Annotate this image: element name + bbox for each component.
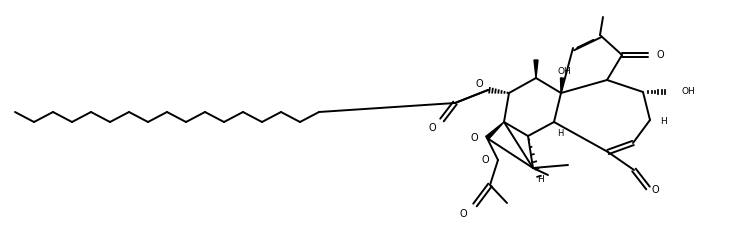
Text: O: O [475,79,483,89]
Text: O: O [657,50,664,60]
Text: OH: OH [681,87,695,97]
Text: H: H [557,129,563,138]
Text: O: O [651,185,659,195]
Text: O: O [470,133,478,143]
Text: O: O [428,123,436,133]
Polygon shape [486,122,504,139]
Text: OH: OH [557,68,571,77]
Polygon shape [561,78,564,93]
Text: H: H [537,175,543,184]
Text: O: O [459,209,467,219]
Text: O: O [481,155,489,165]
Polygon shape [534,60,538,78]
Text: H: H [660,117,667,127]
